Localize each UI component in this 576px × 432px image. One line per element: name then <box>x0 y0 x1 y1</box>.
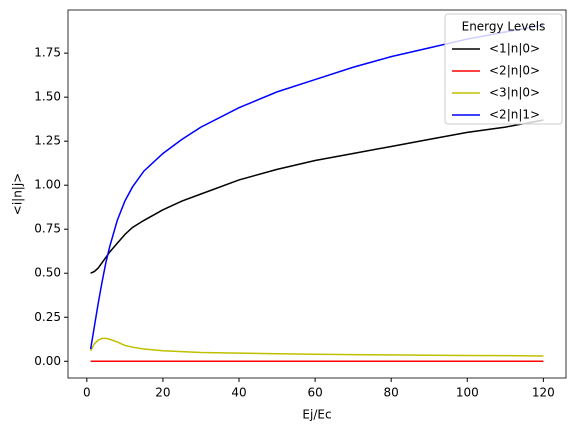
y-axis-label: <i|n|j> <box>11 173 25 215</box>
x-axis-label: Ej/Ec <box>302 408 331 422</box>
y-tick-label: 1.50 <box>34 90 61 104</box>
x-tick-label: 60 <box>307 386 322 400</box>
legend-label: <3|n|0> <box>489 86 540 100</box>
x-tick-label: 120 <box>532 386 555 400</box>
legend-title: Energy Levels <box>462 20 546 34</box>
legend-label: <2|n|1> <box>489 108 540 122</box>
legend-label: <1|n|0> <box>489 42 540 56</box>
y-tick-label: 0.50 <box>34 266 61 280</box>
y-tick-label: 0.75 <box>34 222 61 236</box>
plot-frame <box>67 9 567 379</box>
y-tick-label: 0.25 <box>34 310 61 324</box>
x-tick-label: 80 <box>384 386 399 400</box>
x-tick-label: 100 <box>456 386 479 400</box>
x-tick-label: 0 <box>83 386 91 400</box>
y-tick-label: 1.00 <box>34 178 61 192</box>
x-tick-label: 20 <box>155 386 170 400</box>
legend-box <box>444 13 563 125</box>
y-tick-label: 1.25 <box>34 134 61 148</box>
line-series <box>89 337 544 357</box>
legend-label: <2|n|0> <box>489 64 540 78</box>
line-series <box>90 119 544 274</box>
y-tick-label: 1.75 <box>34 46 61 60</box>
line-series <box>89 24 544 350</box>
y-tick-label: 0.00 <box>34 354 61 368</box>
x-tick-label: 40 <box>231 386 246 400</box>
